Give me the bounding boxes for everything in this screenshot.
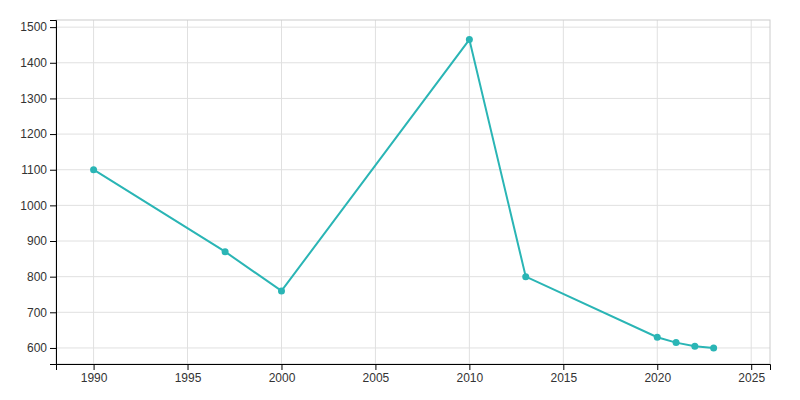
tick-label: 2015 [550,371,577,385]
tick: 1995 [175,364,202,385]
tick: 1200 [20,127,56,141]
tick-mark [281,364,282,370]
tick-label: 1995 [175,371,202,385]
point [222,248,229,255]
tick: 600 [27,341,56,355]
point [278,287,285,294]
grid-line [56,241,770,242]
tick-mark [50,312,56,313]
tick-label: 1500 [20,20,47,34]
point [691,343,698,350]
point [673,339,680,346]
tick-label: 2000 [269,371,296,385]
tick-mark [188,364,189,370]
tick-label: 1300 [20,92,47,106]
tick-label: 600 [27,341,47,355]
tick-mark [50,348,56,349]
tick-mark [50,134,56,135]
tick: 2025 [738,364,765,385]
tick: 2020 [644,364,671,385]
grid-line [56,62,770,63]
tick: 1000 [20,199,56,213]
grid-line [187,20,188,364]
tick-mark [94,364,95,370]
tick: 1400 [20,56,56,70]
tick: 2015 [550,364,577,385]
tick-mark [375,364,376,370]
plot-frame [56,20,770,364]
tick-mark [50,170,56,171]
grid-line [56,169,770,170]
tick: 1990 [81,364,108,385]
tick: 700 [27,306,56,320]
grid-line [375,20,376,364]
tick-label: 1100 [21,163,47,177]
marks [90,36,717,351]
tick-label: 700 [27,306,47,320]
tick-mark [50,27,56,28]
point [710,344,717,351]
tick-mark [50,241,56,242]
x-axis: 1990 1995 2000 2005 2010 2015 2020 2025 [57,364,771,385]
grid-line [657,20,658,364]
tick-label: 800 [27,270,47,284]
chart-container: 1990 1995 2000 2005 2010 2015 2020 2025 600 700 80… [0,0,800,400]
tick-mark [751,364,752,370]
grid-line [56,27,770,28]
tick: 900 [27,234,56,248]
grid-line [56,205,770,206]
tick-label: 900 [27,234,47,248]
y-axis: 600 700 800 900 1000 1100 1200 1300 1400 1500 [20,20,56,364]
tick-label: 1200 [20,127,47,141]
tick-mark [657,364,658,370]
tick: 2005 [363,364,390,385]
grid-line [56,312,770,313]
grid-line [56,276,770,277]
tick-mark [50,63,56,64]
tick-label: 2025 [738,371,765,385]
plot: 1990 1995 2000 2005 2010 2015 2020 2025 600 700 80… [20,20,770,385]
point [654,334,661,341]
tick-label: 2010 [457,371,484,385]
tick-mark [469,364,470,370]
grid-line [469,20,470,364]
grid-line [93,20,94,364]
point [466,36,473,43]
tick-label: 2020 [644,371,671,385]
point [522,273,529,280]
point [90,166,97,173]
tick: 1100 [21,163,56,177]
grid [56,20,770,364]
grid-line [751,20,752,364]
tick-label: 1000 [20,199,47,213]
grid-line [56,98,770,99]
tick: 1500 [20,20,56,34]
line [94,40,714,348]
grid-line [56,134,770,135]
tick-mark [50,205,56,206]
tick: 2000 [269,364,296,385]
grid-line [281,20,282,364]
tick-label: 2005 [363,371,390,385]
tick-label: 1400 [20,56,47,70]
axis-line [57,365,771,371]
tick: 1300 [20,92,56,106]
tick: 800 [27,270,56,284]
tick-mark [50,98,56,99]
tick-label: 1990 [81,371,108,385]
tick-mark [563,364,564,370]
grid-line [563,20,564,364]
grid-line [56,347,770,348]
chart: 1990 1995 2000 2005 2010 2015 2020 2025 600 700 80… [0,0,800,400]
axis-line [50,21,57,365]
tick-mark [50,277,56,278]
tick: 2010 [457,364,484,385]
